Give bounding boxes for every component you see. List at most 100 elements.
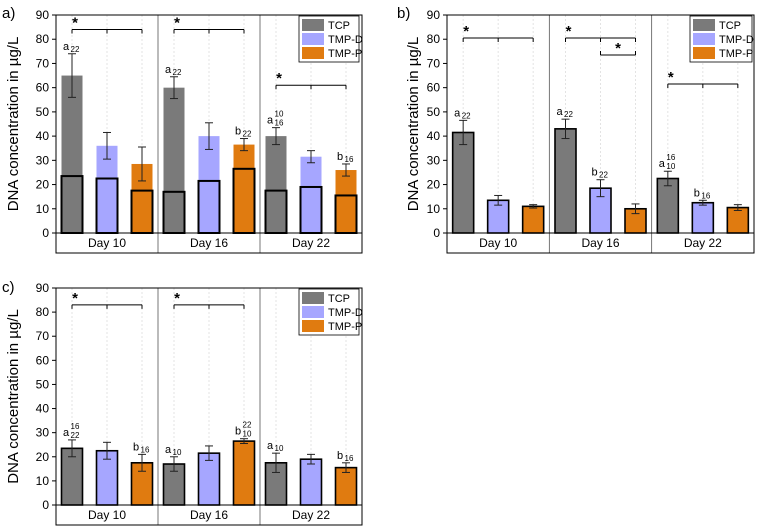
category-label: Day 10: [88, 508, 126, 522]
y-tick-label: 70: [427, 56, 441, 70]
bar-tmp-d-day-16: [198, 453, 220, 505]
legend-swatch: [693, 47, 715, 59]
category-label: Day 10: [88, 236, 126, 250]
legend-label: TMP-D: [328, 34, 363, 46]
annotation-letter: b: [133, 441, 139, 453]
bar-tmp-d-day-10: [96, 145, 118, 233]
annotation-superscript: 22: [243, 421, 252, 430]
bar-tmp-p-day-22: [335, 467, 357, 505]
y-tick-label: 0: [42, 498, 49, 512]
panel-b: 0 10 20 30 40 50 60 70 80 90 Day 10 Day 16 Day 22 DNA…: [397, 5, 755, 254]
bar-tmp-d-day-16: [198, 136, 220, 233]
significance-star: *: [668, 69, 674, 86]
category-axis-box: [446, 232, 755, 254]
annotation-letter: b: [337, 450, 343, 462]
legend-swatch: [302, 47, 324, 59]
bar-tmp-p-day-22: [727, 207, 749, 233]
annotation-letter: a: [63, 41, 70, 53]
annotation-letter: b: [337, 151, 343, 163]
y-tick-label: 40: [36, 402, 50, 416]
y-tick-label: 80: [427, 32, 441, 46]
bar-tmp-d-day-22: [692, 202, 714, 233]
y-tick-label: 60: [427, 81, 441, 95]
annotation-letter: a: [659, 158, 666, 170]
y-tick-label: 70: [36, 56, 50, 70]
bar-tmp-d-day-16: [590, 188, 611, 233]
annotation-letter: a: [165, 444, 172, 456]
significance-star: *: [174, 290, 180, 307]
annotation-subscript: 22: [71, 431, 80, 440]
annotation-subscript: 22: [599, 171, 608, 180]
annotation-subscript: 22: [173, 68, 182, 77]
y-tick-label: 20: [36, 450, 50, 464]
y-axis-label: DNA concentration in µg/L: [5, 37, 22, 212]
y-tick-label: 20: [427, 178, 441, 192]
panel-c: 0 10 20 30 40 50 60 70 80 90 Day 10 Day 16 Day 22 DNA…: [2, 279, 363, 526]
annotation-letter: b: [694, 187, 700, 199]
category-label: Day 22: [684, 236, 722, 250]
legend-swatch: [302, 306, 324, 318]
y-tick-label: 70: [36, 329, 50, 343]
annotation-subscript: 16: [275, 119, 284, 128]
bar-tmp-p-day-16: [233, 441, 255, 505]
annotation-subscript: 16: [345, 155, 354, 164]
bar-tmp-p-day-10: [522, 206, 544, 233]
legend-swatch: [693, 33, 715, 45]
bar-tmp-d-day-22: [300, 156, 322, 233]
annotation-subscript: 10: [243, 430, 252, 439]
significance-star: *: [72, 15, 78, 32]
legend-swatch: [302, 292, 324, 304]
significance-star: *: [615, 40, 621, 57]
y-tick-label: 30: [36, 153, 50, 167]
legend-label: TMP-P: [719, 48, 753, 60]
legend-swatch: [302, 33, 324, 45]
category-axis-box: [55, 232, 363, 254]
y-tick-label: 50: [36, 377, 50, 391]
bar-tcp-day-16: [163, 87, 185, 234]
annotation-subscript: 16: [345, 454, 354, 463]
y-tick-label: 0: [433, 226, 440, 240]
y-tick-label: 10: [36, 202, 50, 216]
bar-tcp-day-22: [657, 178, 679, 233]
y-tick-label: 50: [36, 105, 50, 119]
legend-label: TCP: [719, 20, 741, 32]
bar-tmp-p-day-10: [131, 163, 153, 233]
y-tick-label: 10: [36, 474, 50, 488]
significance-star: *: [463, 23, 469, 40]
category-label: Day 22: [292, 236, 330, 250]
y-tick-label: 60: [36, 353, 50, 367]
bar-tmp-d-day-10: [487, 200, 509, 233]
annotation-subscript: 10: [666, 162, 675, 171]
annotation-letter: a: [165, 64, 172, 76]
bar-tmp-p-day-16: [625, 208, 646, 233]
legend-label: TMP-P: [328, 321, 362, 333]
legend-label: TMP-D: [719, 34, 754, 46]
annotation-letter: a: [267, 440, 274, 452]
panel-label: a): [2, 5, 15, 22]
bar-tmp-d-day-10: [96, 450, 118, 505]
bar-tmp-p-day-10: [131, 462, 153, 505]
y-tick-label: 80: [36, 32, 50, 46]
significance-star: *: [276, 70, 282, 87]
y-tick-label: 30: [36, 426, 50, 440]
significance-star: *: [174, 15, 180, 32]
bar-tcp-day-16: [163, 464, 185, 505]
annotation-subscript: 16: [141, 445, 150, 454]
annotation-letter: b: [591, 167, 597, 179]
annotation-subscript: 10: [173, 448, 182, 457]
y-tick-label: 90: [36, 281, 50, 295]
y-tick-label: 50: [427, 105, 441, 119]
bar-tcp-day-22: [265, 462, 287, 505]
category-label: Day 16: [190, 508, 228, 522]
annotation-subscript: 22: [564, 110, 573, 119]
y-tick-label: 60: [36, 81, 50, 95]
category-label: Day 22: [292, 508, 330, 522]
bar-tcp-day-10: [452, 132, 474, 233]
annotation-letter: a: [454, 107, 461, 119]
bar-tcp-day-10: [61, 75, 83, 233]
y-tick-label: 0: [42, 226, 49, 240]
legend-label: TMP-D: [328, 307, 363, 319]
bar-tcp-day-16: [555, 128, 576, 233]
legend-label: TMP-P: [328, 48, 362, 60]
